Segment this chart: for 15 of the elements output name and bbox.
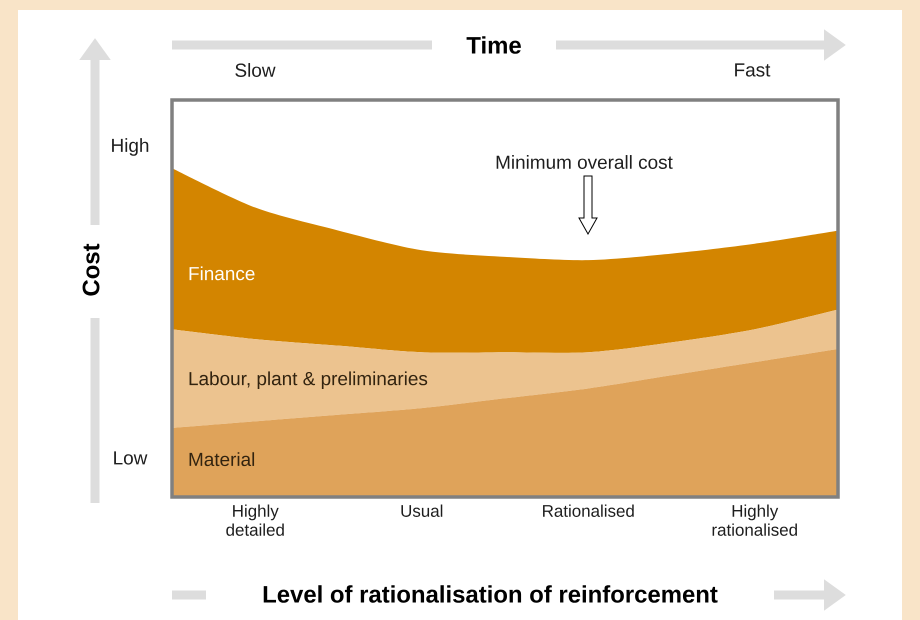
series-label: Labour, plant & preliminaries [190,371,428,390]
x-tick-label: Highly rationalised [712,504,797,536]
text: Slow [235,63,276,77]
annotation: Minimum overall cost [496,155,673,169]
series-label: Finance [190,266,255,280]
text: High [112,138,148,156]
series-label: Material [190,452,254,466]
x-tick-label: Rationalised [543,504,634,517]
x2-axis-title: Time [466,36,521,54]
x-tick-label: Usual [401,504,442,517]
x-tick-label: Highly detailed [226,504,284,536]
text: Fast [735,63,770,77]
y-axis-title: Cost [82,244,100,296]
x-axis-title: Level of rationalisation of reinforcement [264,585,718,603]
text: Low [114,451,148,465]
